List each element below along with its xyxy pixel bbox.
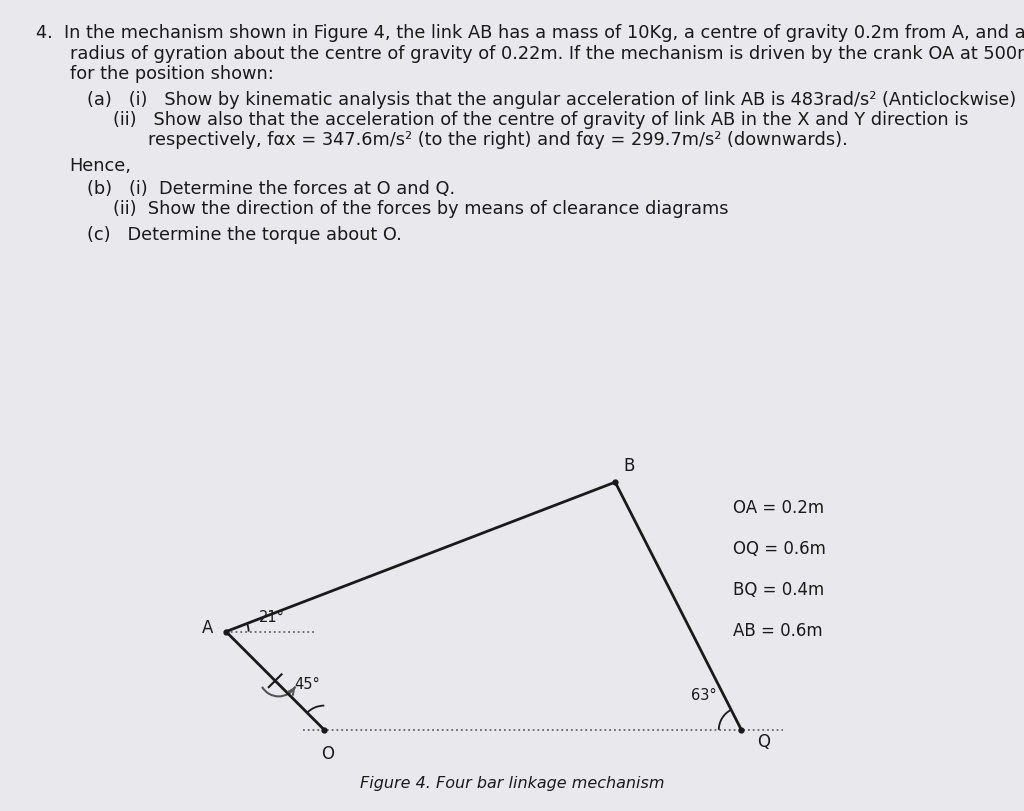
Text: A: A bbox=[202, 619, 213, 637]
Text: OA = 0.2m: OA = 0.2m bbox=[732, 500, 823, 517]
Text: BQ = 0.4m: BQ = 0.4m bbox=[732, 581, 824, 599]
Text: (a)   (i)   Show by kinematic analysis that the angular acceleration of link AB : (a) (i) Show by kinematic analysis that … bbox=[87, 91, 1016, 109]
Text: radius of gyration about the centre of gravity of 0.22m. If the mechanism is dri: radius of gyration about the centre of g… bbox=[70, 45, 1024, 62]
Text: Q: Q bbox=[757, 733, 770, 751]
Text: 4.  In the mechanism shown in Figure 4, the link AB has a mass of 10Kg, a centre: 4. In the mechanism shown in Figure 4, t… bbox=[36, 24, 1024, 42]
Text: 63°: 63° bbox=[691, 689, 717, 703]
Text: 45°: 45° bbox=[294, 676, 319, 692]
Text: OQ = 0.6m: OQ = 0.6m bbox=[732, 540, 825, 558]
Text: Hence,: Hence, bbox=[70, 157, 132, 175]
Text: (c)   Determine the torque about O.: (c) Determine the torque about O. bbox=[87, 226, 401, 244]
Text: Figure 4. Four bar linkage mechanism: Figure 4. Four bar linkage mechanism bbox=[359, 776, 665, 791]
Text: (ii)   Show also that the acceleration of the centre of gravity of link AB in th: (ii) Show also that the acceleration of … bbox=[113, 111, 968, 129]
Text: B: B bbox=[624, 457, 635, 475]
Text: AB = 0.6m: AB = 0.6m bbox=[732, 622, 822, 640]
Text: (ii)  Show the direction of the forces by means of clearance diagrams: (ii) Show the direction of the forces by… bbox=[113, 200, 728, 218]
Text: for the position shown:: for the position shown: bbox=[70, 65, 273, 83]
Text: (b)   (i)  Determine the forces at O and Q.: (b) (i) Determine the forces at O and Q. bbox=[87, 180, 455, 198]
Text: 21°: 21° bbox=[259, 610, 286, 624]
Text: respectively, fαx = 347.6m/s² (to the right) and fαy = 299.7m/s² (downwards).: respectively, fαx = 347.6m/s² (to the ri… bbox=[148, 131, 848, 149]
Text: O: O bbox=[322, 745, 334, 763]
